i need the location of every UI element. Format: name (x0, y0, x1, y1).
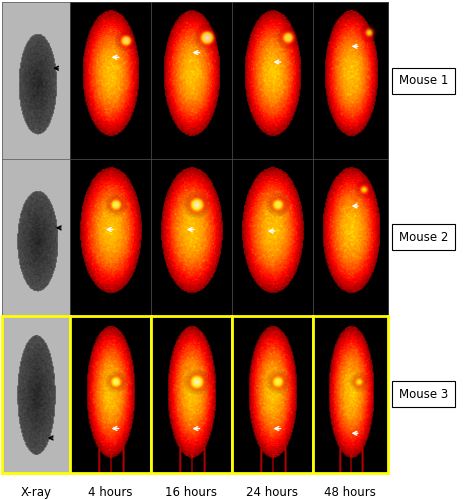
Text: Mouse 1: Mouse 1 (399, 74, 448, 88)
Text: 16 hours: 16 hours (165, 486, 217, 499)
Text: 48 hours: 48 hours (324, 486, 376, 499)
Text: Mouse 2: Mouse 2 (399, 231, 448, 244)
Text: Mouse 3: Mouse 3 (399, 388, 448, 400)
Text: X-ray: X-ray (21, 486, 52, 499)
Text: 4 hours: 4 hours (88, 486, 133, 499)
Text: 24 hours: 24 hours (246, 486, 298, 499)
